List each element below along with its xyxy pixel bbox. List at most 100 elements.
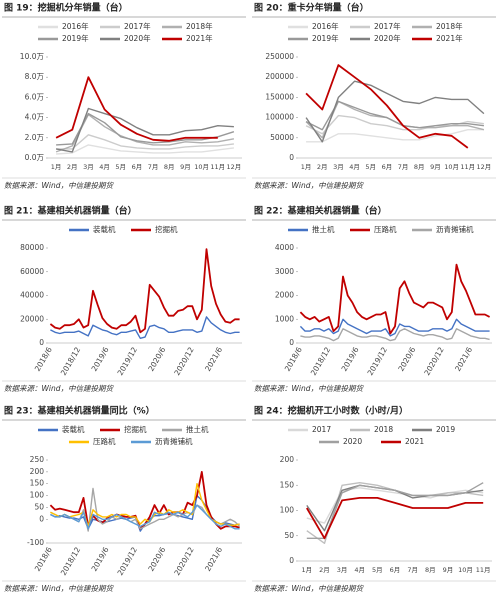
- legend-label: 压路机: [93, 436, 116, 446]
- x-tick-label: 2020/12: [172, 545, 195, 577]
- series-line: [55, 107, 234, 153]
- legend-label: 2020年: [374, 33, 401, 43]
- legend-label: 2018年: [186, 21, 213, 31]
- legend-label: 沥青摊铺机: [155, 436, 193, 446]
- chart-title: 图 19：挖掘机分年销量（台）: [4, 2, 128, 14]
- x-tick-label: 8月: [164, 163, 175, 171]
- series-line: [55, 76, 218, 142]
- source-note: 数据来源：Wind，中信建投期货: [4, 584, 115, 593]
- x-tick-label: 9月: [443, 566, 454, 574]
- legend-label: 推土机: [312, 224, 335, 234]
- y-tick-label: 0: [289, 556, 294, 565]
- x-tick-label: 2018/12: [309, 345, 332, 377]
- y-tick-label: 0: [39, 338, 44, 347]
- chart-title: 图 22：基建相关机器销量（台）: [254, 205, 387, 217]
- legend-label: 2018: [374, 425, 393, 434]
- x-tick-label: 8月: [425, 566, 436, 574]
- series-line: [299, 263, 491, 335]
- x-tick-label: 11月: [476, 566, 491, 574]
- x-tick-label: 2019/12: [116, 345, 139, 377]
- x-tick-label: 2019/6: [340, 345, 361, 373]
- x-tick-label: 12月: [227, 163, 242, 171]
- y-tick-label: 2.0万: [25, 133, 45, 142]
- x-tick-label: 5月: [372, 566, 383, 574]
- y-tick-label: 50000: [270, 133, 294, 142]
- legend-label: 装载机: [62, 424, 85, 434]
- y-tick-label: 50: [34, 502, 44, 511]
- x-tick-label: 3月: [83, 163, 94, 171]
- x-tick-label: 9月: [430, 163, 441, 171]
- x-tick-label: 2月: [67, 163, 78, 171]
- legend-label: 挖掘机: [124, 424, 147, 434]
- x-tick-label: 2020/6: [146, 545, 167, 573]
- y-tick-label: 10.0万: [20, 52, 45, 61]
- source-note: 数据来源：Wind，中信建投期货: [4, 181, 115, 190]
- legend-label: 2019年: [312, 33, 339, 43]
- legend-label: 2021年: [436, 33, 463, 43]
- y-tick-label: 250: [30, 455, 45, 464]
- y-tick-label: 150: [30, 479, 45, 488]
- y-tick-label: 20000: [20, 314, 44, 323]
- source-note: 数据来源：Wind，中信建投期货: [254, 384, 365, 393]
- x-tick-label: 2019/12: [116, 545, 139, 577]
- y-tick-label: 250000: [265, 52, 294, 61]
- series-line: [305, 80, 485, 143]
- x-tick-label: 4月: [354, 566, 365, 574]
- x-tick-label: 3月: [333, 163, 344, 171]
- x-tick-label: 10月: [458, 566, 473, 574]
- x-tick-label: 2021/6: [453, 345, 474, 373]
- legend-label: 装载机: [93, 224, 116, 234]
- y-tick-label: 0: [289, 338, 294, 347]
- y-tick-label: 40000: [20, 291, 44, 300]
- x-tick-label: 2018/6: [33, 545, 54, 573]
- legend-label: 2019年: [62, 33, 89, 43]
- x-tick-label: 2020/6: [146, 345, 167, 373]
- series-line: [306, 129, 484, 143]
- series-line: [305, 64, 469, 149]
- source-note: 数据来源：Wind，中信建投期货: [4, 384, 115, 393]
- series-line: [56, 134, 234, 150]
- y-tick-label: 100000: [265, 113, 294, 122]
- series-line: [306, 482, 484, 539]
- y-tick-label: 0: [289, 153, 294, 162]
- chart-title: 图 23：基建相关机器销量同比（%）: [4, 405, 155, 417]
- legend-label: 2016年: [312, 21, 339, 31]
- x-tick-label: 2018/6: [283, 345, 304, 373]
- series-line: [50, 316, 240, 339]
- x-tick-label: 7月: [148, 163, 159, 171]
- chart-title: 图 21：基建相关机器销量（台）: [4, 205, 137, 217]
- y-tick-label: 100: [30, 491, 45, 500]
- x-tick-label: 2020/12: [422, 345, 445, 377]
- series-line: [56, 144, 234, 155]
- series-line: [50, 483, 240, 528]
- x-tick-label: 2018/12: [59, 545, 82, 577]
- chart-title: 图 20：重卡分年销量（台）: [254, 2, 369, 14]
- x-tick-label: 1月: [301, 566, 312, 574]
- series-line: [299, 318, 490, 337]
- y-tick-label: 6.0万: [25, 92, 45, 101]
- legend-label: 2018年: [436, 21, 463, 31]
- y-tick-label: 150000: [265, 92, 294, 101]
- y-tick-label: 50: [284, 531, 294, 540]
- source-note: 数据来源：Wind，中信建投期货: [254, 181, 365, 190]
- y-tick-label: 8.0万: [25, 72, 45, 81]
- y-tick-label: 1000: [275, 314, 294, 323]
- x-tick-label: 8月: [414, 163, 425, 171]
- y-tick-label: 4.0万: [25, 113, 45, 122]
- x-tick-label: 2020/6: [396, 345, 417, 373]
- x-tick-label: 2月: [319, 566, 330, 574]
- y-tick-label: 200000: [265, 72, 294, 81]
- x-tick-label: 1月: [51, 163, 62, 171]
- x-tick-label: 2018/12: [59, 345, 82, 377]
- series-line: [305, 114, 484, 135]
- x-tick-label: 11月: [460, 163, 475, 171]
- x-tick-label: 4月: [349, 163, 360, 171]
- x-tick-label: 7月: [398, 163, 409, 171]
- x-tick-label: 2019/6: [90, 345, 111, 373]
- x-tick-label: 11月: [210, 163, 225, 171]
- source-note: 数据来源：Wind，中信建投期货: [254, 584, 365, 593]
- legend-label: 挖掘机: [155, 224, 178, 234]
- y-tick-label: 200: [30, 467, 45, 476]
- y-tick-label: 60000: [20, 267, 44, 276]
- legend-label: 压路机: [374, 224, 397, 234]
